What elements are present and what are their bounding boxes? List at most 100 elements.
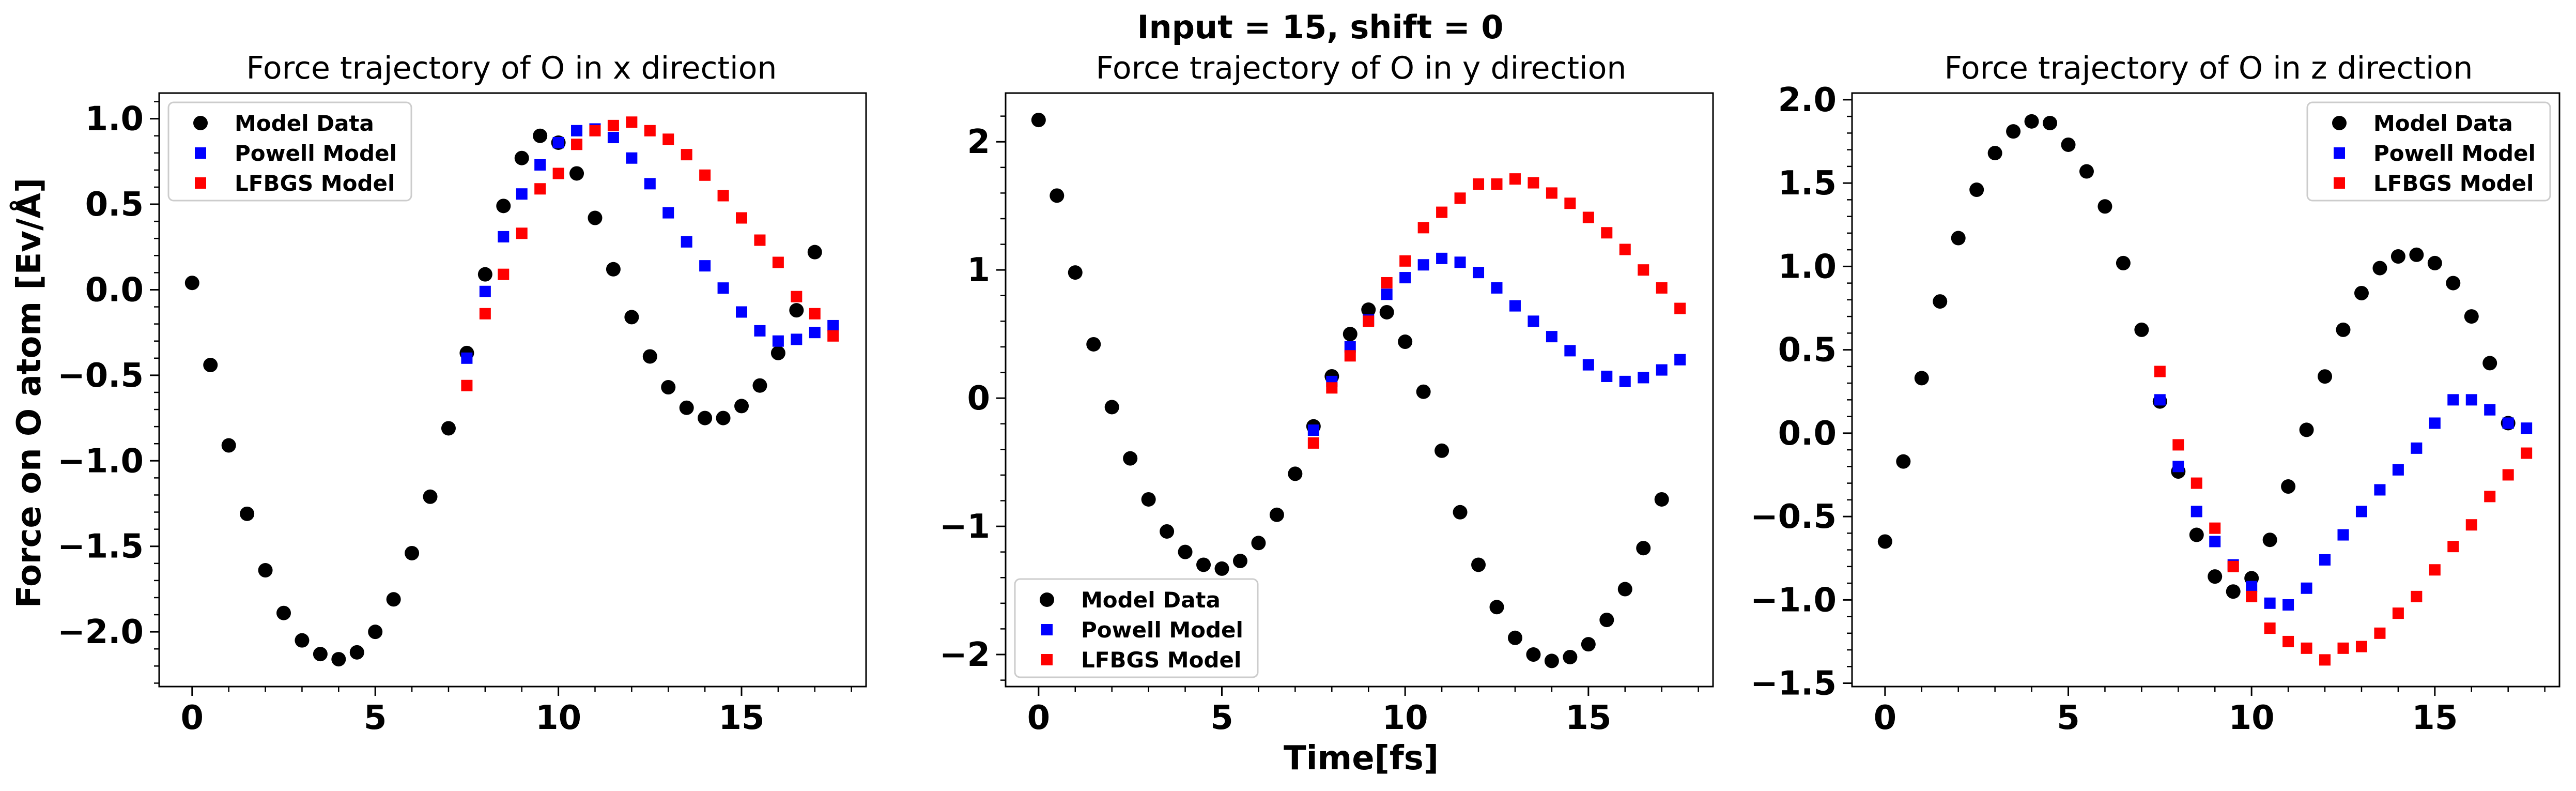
data-point [2355, 641, 2367, 652]
data-point [1417, 222, 1429, 234]
axes-frame [1005, 92, 1714, 688]
data-point [644, 125, 656, 136]
data-point [699, 169, 711, 181]
data-point [1379, 305, 1394, 320]
data-point [2227, 560, 2239, 572]
data-point [1416, 384, 1431, 399]
data-point [2392, 464, 2404, 476]
y-tick-label: 1.5 [1778, 164, 1837, 203]
data-point [441, 421, 456, 436]
data-point [1104, 400, 1119, 415]
data-point [809, 308, 821, 320]
panel-z-direction: Force trajectory of O in z direction 0 5 1… [1750, 50, 2560, 737]
panel-y-direction: Force trajectory of O in y direction Tim… [939, 50, 1714, 778]
data-point [1933, 294, 1948, 309]
legend-label: Powell Model [1081, 617, 1243, 643]
data-point [1638, 372, 1649, 384]
data-point [1619, 375, 1631, 387]
data-point [2336, 322, 2351, 337]
data-point [770, 345, 785, 360]
data-point [1674, 302, 1686, 314]
data-point [754, 234, 766, 246]
legend-marker [1040, 592, 1054, 607]
panel-x-title: Force trajectory of O in x direction [246, 50, 777, 86]
data-point [1160, 524, 1175, 539]
data-point [2447, 541, 2459, 553]
data-point [734, 399, 749, 414]
data-point [736, 306, 748, 318]
data-point [754, 325, 766, 337]
data-point [607, 119, 619, 131]
data-point [1987, 146, 2002, 161]
data-point [461, 379, 473, 391]
data-point [772, 335, 784, 347]
x-tick-label: 0 [1027, 699, 1051, 737]
series-powell-model [2154, 394, 2533, 611]
y-tick-label: −2.0 [57, 613, 144, 651]
data-point [644, 178, 656, 190]
data-point [681, 149, 692, 161]
data-point [1528, 177, 1539, 189]
legend: Model Data Powell Model LFBGS Model [2306, 101, 2551, 202]
data-point [2189, 527, 2204, 542]
data-point [1636, 541, 1651, 556]
data-point [2191, 477, 2202, 489]
data-point [698, 410, 713, 425]
panel-y-title: Force trajectory of O in y direction [1096, 50, 1627, 86]
data-point [2006, 124, 2021, 139]
y-tick-label: 1.0 [85, 100, 144, 139]
data-point [1546, 187, 1557, 199]
data-point [516, 227, 528, 239]
data-point [2409, 247, 2424, 262]
data-point [479, 285, 491, 297]
legend-label: Powell Model [235, 141, 397, 166]
data-point [1453, 505, 1468, 520]
series-lfbgs-model [2154, 366, 2533, 666]
data-point [2134, 322, 2149, 337]
data-point [1601, 227, 1613, 239]
data-point [2043, 116, 2058, 131]
data-point [1251, 536, 1266, 551]
legend-label: LFBGS Model [2373, 171, 2534, 196]
y-tick-label: −0.5 [1750, 498, 1837, 536]
data-point [1489, 600, 1504, 615]
data-point [1196, 557, 1211, 572]
data-point [642, 349, 657, 364]
legend-box [1014, 578, 1259, 678]
series-lfbgs-model [461, 116, 839, 391]
data-point [571, 125, 583, 136]
data-point [2061, 137, 2076, 152]
data-point [295, 633, 310, 648]
data-point [2209, 536, 2221, 547]
data-point [2318, 369, 2333, 384]
data-point [809, 327, 821, 339]
data-point [2024, 114, 2039, 129]
x-tick-label: 5 [1210, 699, 1233, 737]
data-point [2465, 519, 2477, 531]
data-point [626, 152, 638, 164]
data-point [1141, 492, 1156, 507]
y-tick-label: −0.5 [57, 357, 144, 395]
data-point [607, 132, 619, 144]
data-point [1617, 582, 1632, 597]
data-point [2246, 590, 2258, 602]
data-point [717, 282, 729, 294]
data-point [2465, 394, 2477, 406]
legend-label: LFBGS Model [235, 171, 395, 196]
data-point [2282, 599, 2294, 611]
x-tick-label: 15 [2412, 699, 2458, 737]
data-point [569, 166, 584, 181]
data-point [2079, 164, 2094, 179]
data-point [386, 592, 401, 607]
data-point [552, 168, 564, 179]
data-point [2282, 635, 2294, 647]
data-point [1398, 334, 1413, 349]
data-point [1434, 443, 1449, 458]
legend-marker [2332, 116, 2347, 130]
data-point [1381, 288, 1393, 300]
legend-marker [195, 147, 206, 159]
data-point [2411, 590, 2423, 602]
data-point [1454, 192, 1466, 204]
data-point [2262, 533, 2277, 547]
